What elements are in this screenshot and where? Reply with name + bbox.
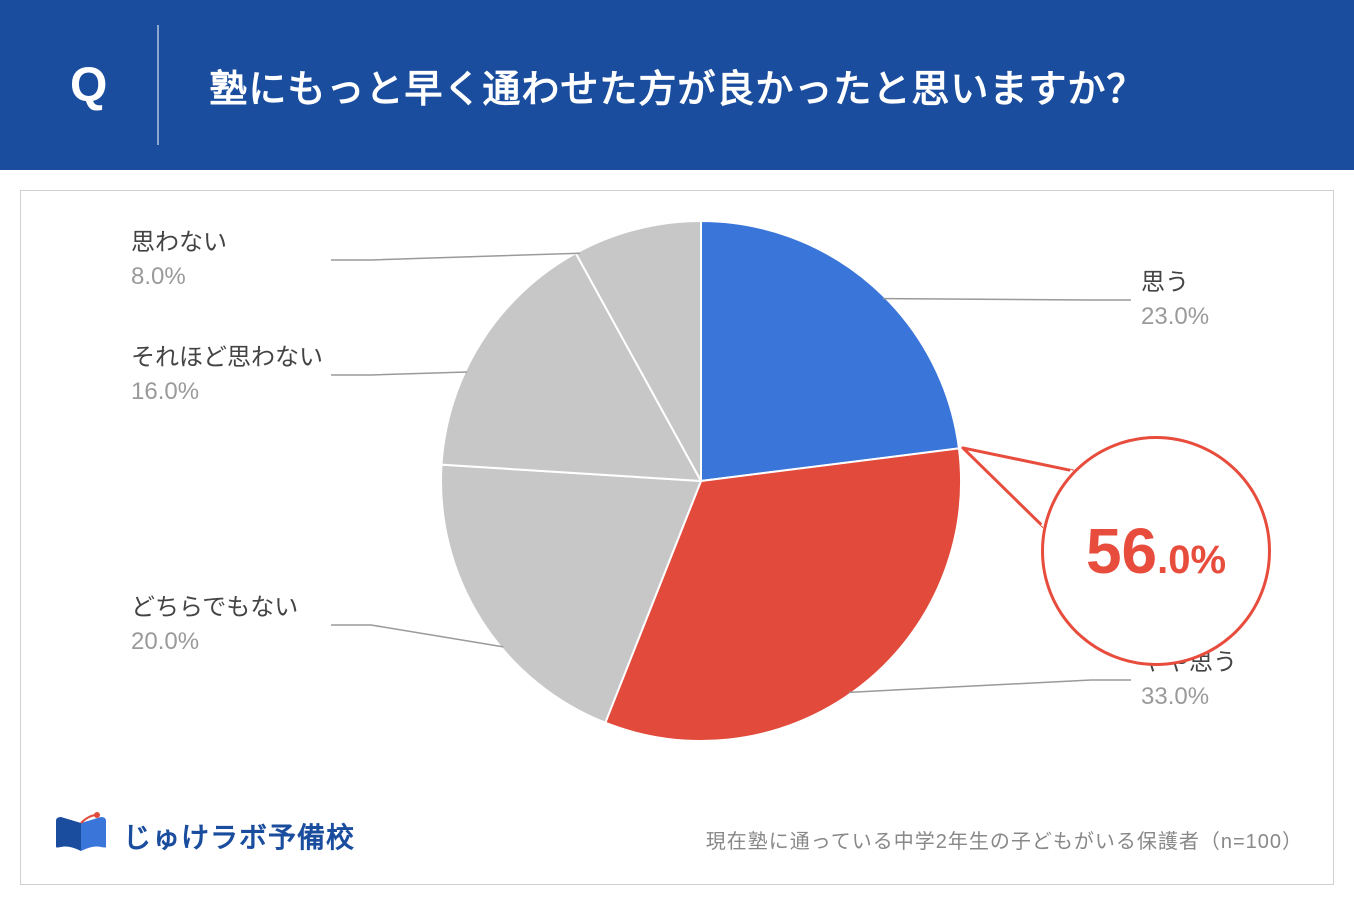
question-header: Q 塾にもっと早く通わせた方が良かったと思いますか？ <box>0 0 1354 170</box>
pie-slice <box>701 221 959 481</box>
slice-label: どちらでもない20.0% <box>131 591 298 658</box>
chart-panel: 思う23.0%やや思う33.0%どちらでもない20.0%それほど思わない16.0… <box>20 190 1334 885</box>
brand-logo: じゅけラボ予備校 <box>51 809 355 862</box>
book-icon <box>51 809 111 862</box>
pie-chart <box>441 221 961 741</box>
slice-percent: 23.0% <box>1141 300 1209 334</box>
callout-bubble: 56.0% <box>1041 436 1271 666</box>
q-marker: Q <box>70 58 157 113</box>
slice-name: 思う <box>1141 266 1209 300</box>
slice-percent: 33.0% <box>1141 680 1237 714</box>
question-text: 塾にもっと早く通わせた方が良かったと思いますか？ <box>159 58 1145 113</box>
slice-label: それほど思わない16.0% <box>131 341 323 408</box>
slice-label: 思わない8.0% <box>131 226 227 293</box>
slice-percent: 20.0% <box>131 625 298 659</box>
slice-label: 思う23.0% <box>1141 266 1209 333</box>
brand-text: じゅけラボ予備校 <box>123 816 355 856</box>
slice-name: 思わない <box>131 226 227 260</box>
slice-name: それほど思わない <box>131 341 323 375</box>
slice-name: どちらでもない <box>131 591 298 625</box>
pie-svg <box>441 221 961 741</box>
callout-small: .0% <box>1157 538 1226 582</box>
slice-percent: 16.0% <box>131 375 323 409</box>
callout-value: 56.0% <box>1086 514 1226 588</box>
slice-percent: 8.0% <box>131 260 227 294</box>
survey-note: 現在塾に通っている中学2年生の子どもがいる保護者（n=100） <box>706 825 1303 854</box>
callout-big: 56 <box>1086 515 1157 587</box>
